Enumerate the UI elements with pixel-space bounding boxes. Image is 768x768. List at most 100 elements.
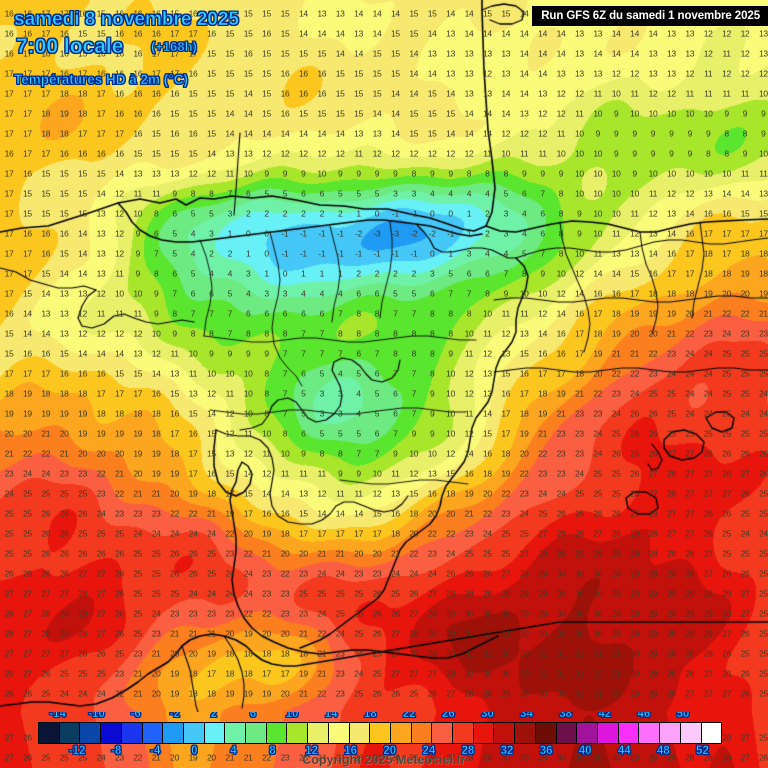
grid-temperature-value: 14 — [207, 149, 216, 159]
grid-temperature-value: 24 — [630, 389, 639, 399]
grid-temperature-value: 29 — [667, 609, 676, 619]
grid-temperature-value: 15 — [299, 49, 308, 59]
grid-temperature-value: 9 — [504, 289, 509, 299]
grid-temperature-value: 16 — [41, 249, 50, 259]
grid-temperature-value: 7 — [540, 249, 545, 259]
grid-temperature-value: 24 — [759, 389, 768, 399]
grid-temperature-value: 31 — [612, 669, 621, 679]
grid-temperature-value: 12 — [557, 109, 566, 119]
grid-temperature-value: 9 — [154, 289, 159, 299]
scale-tick-label: 42 — [598, 712, 611, 720]
grid-temperature-value: 31 — [538, 669, 547, 679]
grid-temperature-value: 16 — [41, 229, 50, 239]
grid-temperature-value: 9 — [136, 229, 141, 239]
grid-temperature-value: 8 — [724, 129, 729, 139]
grid-temperature-value: 18 — [281, 649, 290, 659]
grid-temperature-value: 9 — [448, 169, 453, 179]
grid-temperature-value: 24 — [685, 409, 694, 419]
grid-temperature-value: 24 — [170, 529, 179, 539]
grid-temperature-value: 23 — [115, 669, 124, 679]
grid-temperature-value: 16 — [649, 269, 658, 279]
grid-temperature-value: 21 — [317, 549, 326, 559]
grid-temperature-value: 12 — [483, 69, 492, 79]
grid-temperature-value: 15 — [207, 129, 216, 139]
grid-temperature-value: 9 — [412, 429, 417, 439]
grid-temperature-value: 10 — [483, 309, 492, 319]
grid-temperature-value: 10 — [667, 109, 676, 119]
grid-temperature-value: 15 — [281, 49, 290, 59]
grid-temperature-value: 16 — [557, 349, 566, 359]
grid-temperature-value: 28 — [612, 529, 621, 539]
grid-temperature-value: 15 — [207, 429, 216, 439]
grid-temperature-value: 13 — [354, 129, 363, 139]
grid-temperature-value: 31 — [465, 649, 474, 659]
grid-temperature-value: 28 — [667, 629, 676, 639]
color-swatch — [639, 723, 661, 743]
grid-temperature-value: 29 — [649, 589, 658, 599]
grid-temperature-value: 16 — [281, 89, 290, 99]
grid-temperature-value: 4 — [485, 249, 490, 259]
grid-temperature-value: 6 — [301, 309, 306, 319]
grid-temperature-value: 9 — [283, 169, 288, 179]
grid-temperature-value: 12 — [575, 89, 584, 99]
grid-temperature-value: 24 — [593, 429, 602, 439]
grid-temperature-value: 21 — [299, 629, 308, 639]
grid-temperature-value: 8 — [356, 309, 361, 319]
grid-temperature-value: 14 — [23, 309, 32, 319]
temperature-map[interactable]: 16 16 17 17 16 15 16 16 16 15 16 15 15 15 15 15 14 13 13 14… — [0, 0, 768, 712]
grid-temperature-value: 16 — [152, 9, 161, 19]
grid-temperature-value: 26 — [60, 549, 69, 559]
grid-temperature-value: 18 — [78, 389, 87, 399]
grid-temperature-value: 24 — [520, 509, 529, 519]
grid-temperature-value: 23 — [262, 569, 271, 579]
grid-temperature-value: 12 — [262, 149, 271, 159]
grid-temperature-value: 11 — [465, 409, 474, 419]
grid-temperature-value: 15 — [225, 49, 234, 59]
grid-temperature-value: 27 — [97, 609, 106, 619]
grid-temperature-value: 18 — [41, 109, 50, 119]
grid-temperature-value: 10 — [575, 249, 584, 259]
grid-temperature-value: 4 — [356, 389, 361, 399]
grid-temperature-value: 14 — [593, 49, 602, 59]
grid-temperature-value: 14 — [538, 49, 547, 59]
grid-temperature-value: 14 — [78, 249, 87, 259]
grid-temperature-value: 7 — [412, 409, 417, 419]
grid-temperature-value: 26 — [741, 489, 750, 499]
grid-temperature-value: 20 — [281, 629, 290, 639]
grid-temperature-value: 8 — [172, 309, 177, 319]
grid-temperature-value: 3 — [283, 289, 288, 299]
grid-temperature-value: 15 — [446, 469, 455, 479]
grid-temperature-value: 17 — [5, 249, 14, 259]
grid-temperature-value: 31 — [575, 649, 584, 659]
scale-tick-label: 20 — [383, 745, 396, 758]
grid-temperature-value: -1 — [282, 249, 289, 259]
grid-temperature-value: 18 — [170, 449, 179, 459]
grid-temperature-value: 17 — [373, 529, 382, 539]
grid-temperature-value: 15 — [170, 389, 179, 399]
grid-temperature-value: 31 — [557, 669, 566, 679]
grid-temperature-value: 15 — [244, 489, 253, 499]
grid-temperature-value: 14 — [428, 29, 437, 39]
grid-temperature-value: 26 — [759, 469, 768, 479]
grid-temperature-value: 16 — [281, 109, 290, 119]
grid-temperature-value: 16 — [391, 509, 400, 519]
grid-temperature-value: 15 — [354, 109, 363, 119]
color-scale-bar[interactable] — [38, 722, 722, 744]
grid-temperature-value: 12 — [612, 69, 621, 79]
grid-temperature-value: 25 — [5, 549, 14, 559]
grid-temperature-value: 20 — [244, 529, 253, 539]
grid-temperature-value: 24 — [409, 569, 418, 579]
grid-temperature-value: 19 — [630, 309, 639, 319]
grid-temperature-value: 28 — [60, 609, 69, 619]
grid-temperature-value: 25 — [133, 569, 142, 579]
grid-temperature-value: 18 — [612, 309, 621, 319]
grid-temperature-value: 26 — [373, 629, 382, 639]
grid-temperature-value: 12 — [722, 69, 731, 79]
grid-temperature-value: 26 — [5, 669, 14, 679]
grid-temperature-value: 16 — [538, 349, 547, 359]
grid-temperature-value: 8 — [467, 169, 472, 179]
grid-temperature-value: 2 — [485, 229, 490, 239]
grid-temperature-value: 17 — [97, 129, 106, 139]
grid-temperature-value: 20 — [373, 549, 382, 559]
grid-temperature-value: 25 — [373, 649, 382, 659]
